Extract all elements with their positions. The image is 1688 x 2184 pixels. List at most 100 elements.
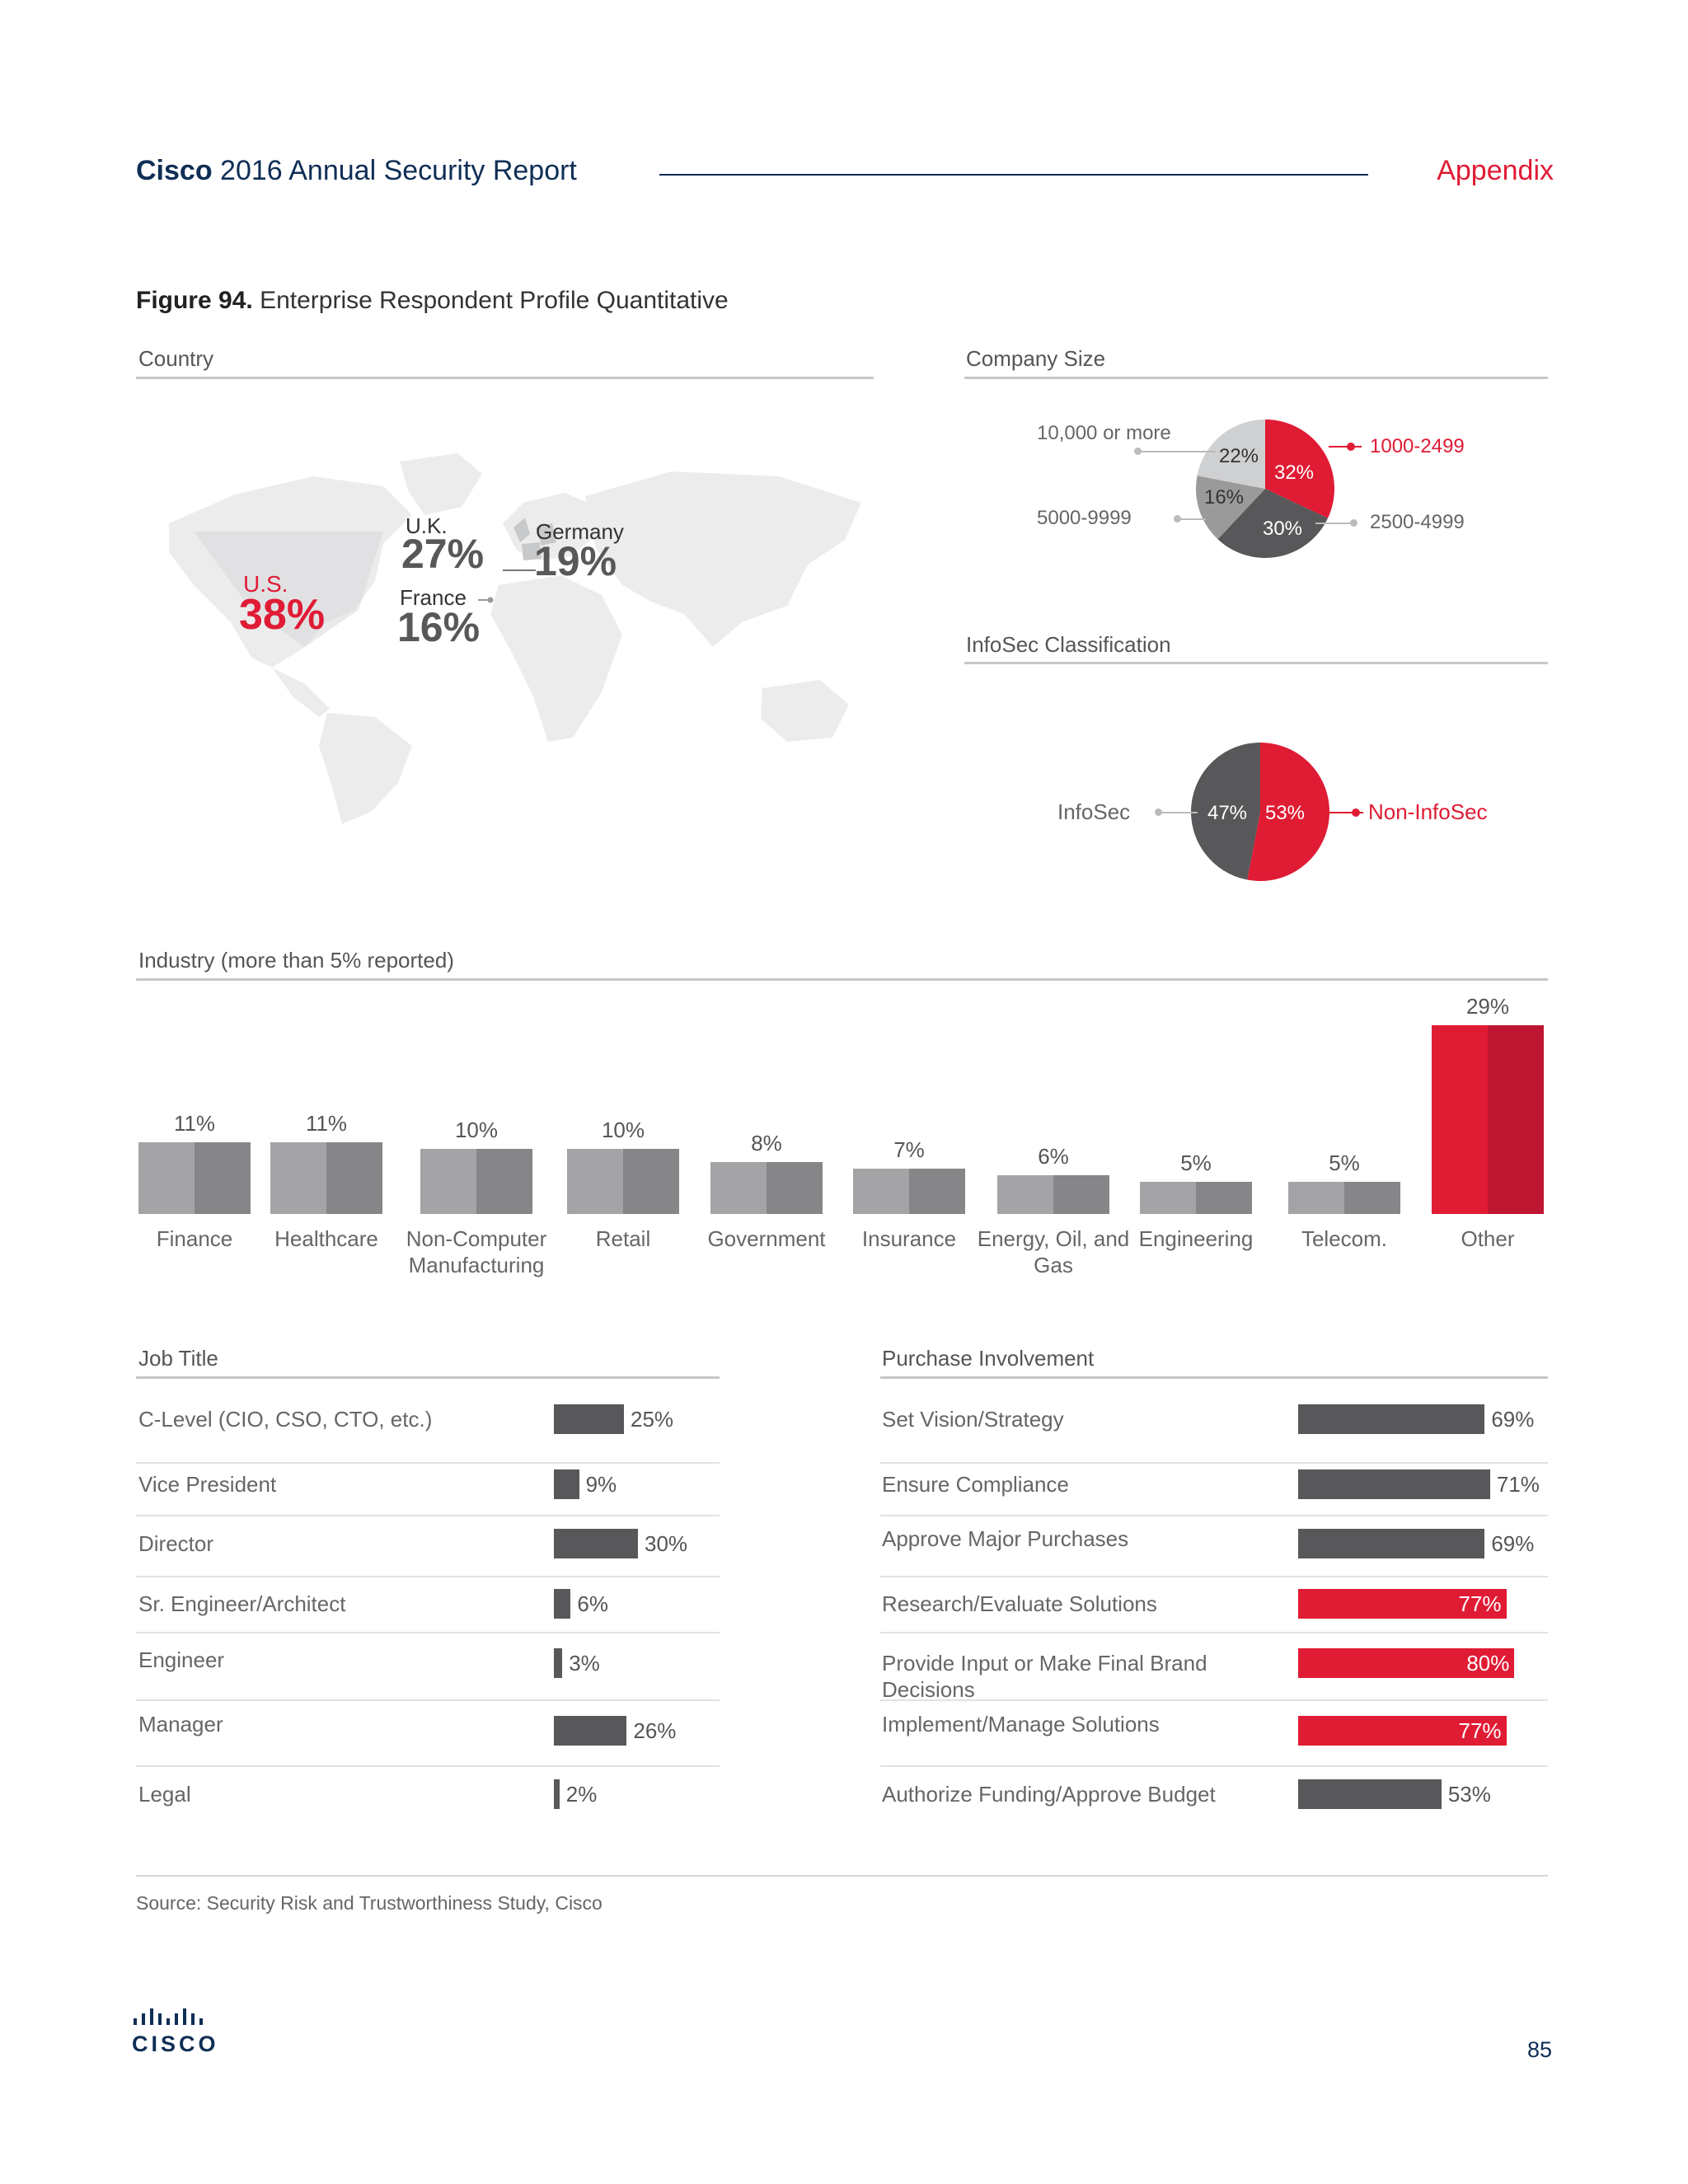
pie-size-label-5000: 5000-9999: [1037, 507, 1132, 529]
leader-dot-2500: [1350, 519, 1357, 527]
infosec-slice-label-0: 53%: [1265, 802, 1305, 824]
purchase-bar-1: [1298, 1469, 1490, 1499]
purchase-value-5: 77%: [1458, 1718, 1502, 1743]
purchase-bar-2: [1298, 1529, 1485, 1558]
industry-value-3: 10%: [601, 1118, 645, 1142]
industry-value-1: 11%: [305, 1111, 348, 1137]
infosec-slice-0: [1247, 743, 1329, 881]
job-title-rule: [136, 1376, 720, 1379]
industry-bar-0-left: [138, 1142, 195, 1214]
job-title-value-3: 6%: [577, 1591, 608, 1616]
infosec-slice-1: [1190, 743, 1260, 880]
leader-10000: [1137, 451, 1216, 452]
job-title-title: Job Title: [138, 1346, 218, 1371]
industry-value-8: 5%: [1329, 1150, 1360, 1175]
map-greenland: [400, 453, 482, 515]
job-title-bar-1: [554, 1469, 579, 1499]
job-title-row-sep-2: [136, 1576, 720, 1577]
industry-bar-1-right: [326, 1142, 382, 1214]
purchase-row-sep-4: [880, 1699, 1548, 1701]
company-size-slice-3: [1197, 419, 1265, 489]
purchase-bar-3: [1298, 1589, 1507, 1619]
purchase-value-3: 77%: [1458, 1591, 1502, 1616]
leader-noninfosec: [1325, 812, 1363, 813]
job-title-bar-6: [554, 1779, 560, 1809]
pie-size-label-10000: 10,000 or more: [1037, 420, 1171, 447]
country-uk-value: 27%: [401, 531, 485, 577]
company-size-pie: 32% 30% 16% 22%: [1196, 419, 1334, 558]
purchase-label-2: Approve Major Purchases: [882, 1526, 1129, 1551]
leader-dot-5000: [1174, 515, 1181, 523]
purchase-row-sep-3: [880, 1632, 1548, 1633]
purchase-value-1: 71%: [1496, 1472, 1540, 1497]
industry-value-9: 29%: [1465, 993, 1510, 1019]
leader-infosec: [1158, 812, 1198, 813]
industry-value-0: 11%: [173, 1111, 216, 1137]
country-france-value: 16%: [397, 604, 481, 650]
figure-title-text: Enterprise Respondent Profile Quantitati…: [260, 287, 729, 314]
country-uk-name: U.K.: [406, 513, 448, 538]
job-title-value-1: 9%: [585, 1472, 617, 1497]
company-size-slice-label-0: 32%: [1274, 462, 1314, 484]
industry-category-8: Telecom.: [1301, 1226, 1388, 1251]
job-title-value-0: 25%: [631, 1407, 674, 1432]
leader-dot-infosec: [1155, 808, 1162, 816]
infosec-pie: 53% 47%: [1190, 743, 1329, 881]
job-title-bar-0: [554, 1404, 624, 1434]
industry-category-3: Retail: [595, 1226, 651, 1251]
company-size-title: Company Size: [966, 346, 1106, 371]
map-asia: [585, 471, 861, 647]
purchase-bar-5: [1298, 1716, 1507, 1746]
job-title-bar-2: [554, 1529, 638, 1558]
industry-category-2: Non-Computer Manufacturing: [406, 1226, 547, 1277]
industry-bar-2-right: [476, 1149, 532, 1214]
brand-name: Cisco: [136, 155, 213, 186]
industry-bar-9-right: [1488, 1024, 1544, 1214]
purchase-bar-0: [1298, 1404, 1485, 1434]
industry-category-7: Engineering: [1138, 1226, 1254, 1251]
industry-category-0: Finance: [156, 1226, 233, 1251]
industry-category-9: Other: [1461, 1226, 1515, 1251]
industry-bar-0-right: [195, 1142, 251, 1214]
job-title-label-5: Manager: [138, 1712, 223, 1736]
industry-bar-7-right: [1196, 1181, 1252, 1214]
purchase-value-4: 80%: [1466, 1651, 1510, 1675]
job-title-value-5: 26%: [633, 1718, 677, 1743]
cisco-logo-text: CISCO: [132, 2032, 219, 2056]
industry-category-4: Government: [707, 1226, 826, 1251]
purchase-value-6: 53%: [1447, 1782, 1491, 1807]
job-title-bar-5: [554, 1716, 627, 1746]
purchase-title: Purchase Involvement: [882, 1346, 1095, 1371]
country-germany-name: Germany: [536, 519, 624, 544]
purchase-bar-6: [1298, 1779, 1442, 1809]
job-title-row-sep-4: [136, 1699, 720, 1701]
country-germany-value: 19%: [534, 538, 617, 584]
company-size-slice-2: [1196, 476, 1265, 540]
figure-title: Figure 94. Enterprise Respondent Profile…: [136, 287, 729, 315]
header-rule: [659, 174, 1368, 176]
map-france-highlight: [522, 542, 542, 560]
industry-bar-9-left: [1432, 1024, 1488, 1214]
map-uk-highlight: [513, 518, 530, 542]
purchase-label-5: Implement/Manage Solutions: [882, 1712, 1160, 1736]
company-size-slice-label-3: 22%: [1219, 445, 1259, 467]
purchase-row-sep-5: [880, 1765, 1548, 1767]
purchase-bar-4: [1298, 1648, 1515, 1678]
industry-category-1: Healthcare: [274, 1226, 378, 1251]
industry-title: Industry (more than 5% reported): [138, 948, 454, 972]
purchase-label-6: Authorize Funding/Approve Budget: [882, 1782, 1216, 1807]
company-size-rule: [964, 377, 1548, 379]
report-title: Cisco 2016 Annual Security Report: [136, 155, 577, 187]
job-title-label-2: Director: [138, 1531, 214, 1556]
industry-bar-1-left: [270, 1142, 326, 1214]
leader-dot-1000: [1347, 443, 1355, 451]
industry-bar-5-right: [909, 1168, 965, 1214]
job-title-bar-4: [554, 1648, 563, 1678]
pie-size-label-2500: 2500-4999: [1370, 511, 1465, 533]
industry-bar-8-right: [1344, 1181, 1400, 1214]
map-central-america: [272, 668, 330, 717]
industry-bar-8-left: [1288, 1181, 1344, 1214]
purchase-row-sep-0: [880, 1462, 1548, 1464]
source-note: Source: Security Risk and Trustworthines…: [136, 1892, 603, 1914]
industry-value-4: 8%: [751, 1130, 782, 1155]
